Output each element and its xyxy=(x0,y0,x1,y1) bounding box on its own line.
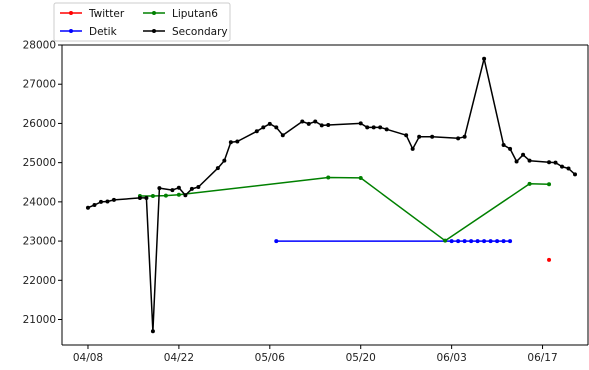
data-point-secondary xyxy=(92,203,97,207)
data-point-liputan6 xyxy=(443,238,448,243)
data-point-detik xyxy=(462,239,467,244)
data-point-secondary xyxy=(111,197,116,202)
data-point-liputan6 xyxy=(326,175,331,180)
series-line-liputan6 xyxy=(139,176,550,242)
data-point-secondary xyxy=(514,159,519,164)
data-point-secondary xyxy=(222,158,227,163)
data-point-liputan6 xyxy=(176,192,181,197)
data-point-liputan6 xyxy=(163,193,168,198)
data-point-secondary xyxy=(306,121,311,126)
data-point-liputan6 xyxy=(150,193,155,198)
data-point-secondary xyxy=(378,125,383,130)
data-point-detik xyxy=(495,239,500,244)
y-tick-label: 23000 xyxy=(23,236,56,248)
data-point-secondary xyxy=(410,146,415,151)
data-point-secondary xyxy=(573,172,578,177)
data-point-secondary xyxy=(417,134,422,139)
x-tick-label: 05/06 xyxy=(255,352,286,364)
data-point-secondary xyxy=(300,119,305,124)
data-point-secondary xyxy=(501,143,506,147)
data-point-secondary xyxy=(521,152,526,157)
data-point-secondary xyxy=(98,199,103,204)
data-point-detik xyxy=(488,239,493,244)
legend: Twitter Detik Liputan6 Secondary xyxy=(53,2,231,42)
data-point-secondary xyxy=(365,125,370,130)
data-point-detik xyxy=(274,239,279,244)
legend-label-detik: Detik xyxy=(89,26,118,38)
data-point-secondary xyxy=(228,140,233,145)
y-tick-label: 22000 xyxy=(23,275,56,287)
data-point-secondary xyxy=(566,166,571,171)
data-point-secondary xyxy=(215,166,220,171)
data-point-secondary xyxy=(404,133,409,138)
data-point-secondary xyxy=(196,184,201,189)
data-point-secondary xyxy=(508,146,513,151)
data-point-secondary xyxy=(319,123,324,128)
x-tick-label: 04/22 xyxy=(164,352,194,364)
data-point-secondary xyxy=(326,123,331,127)
data-point-secondary xyxy=(144,195,149,200)
data-point-detik xyxy=(469,239,474,244)
data-point-secondary xyxy=(267,121,272,126)
data-point-liputan6 xyxy=(527,181,532,186)
data-point-secondary xyxy=(313,119,318,124)
data-point-secondary xyxy=(189,186,194,191)
data-point-detik xyxy=(508,239,513,244)
legend-label-twitter: Twitter xyxy=(88,8,125,20)
y-tick-label: 27000 xyxy=(23,79,56,91)
legend-marker-twitter xyxy=(69,11,73,15)
x-tick-label: 05/20 xyxy=(346,352,376,364)
plot-area: 21000 22000 23000 24000 25000 26000 27000 28000… xyxy=(23,40,589,364)
legend-marker-detik xyxy=(69,29,73,33)
data-point-secondary xyxy=(280,133,285,138)
data-point-secondary xyxy=(482,56,487,61)
y-tick-label: 26000 xyxy=(23,118,56,130)
y-tick-label: 25000 xyxy=(23,157,56,169)
data-point-secondary xyxy=(235,139,240,144)
data-point-secondary xyxy=(274,125,279,130)
data-point-twitter xyxy=(547,257,552,262)
data-point-secondary xyxy=(157,186,162,191)
y-tick-label: 24000 xyxy=(23,196,56,208)
data-point-secondary xyxy=(358,121,363,126)
data-point-secondary xyxy=(456,136,461,141)
legend-frame xyxy=(53,2,231,42)
data-point-secondary xyxy=(553,160,558,165)
data-point-secondary xyxy=(261,125,266,130)
y-tick-label: 21000 xyxy=(23,314,56,326)
data-point-secondary xyxy=(183,193,188,198)
y-tick-label: 28000 xyxy=(23,40,56,52)
data-point-secondary xyxy=(137,195,142,200)
data-point-secondary xyxy=(384,127,389,132)
data-point-secondary xyxy=(462,134,467,139)
data-point-secondary xyxy=(85,205,90,210)
data-point-detik xyxy=(456,239,461,244)
x-tick-label: 04/08 xyxy=(73,352,103,364)
data-point-secondary xyxy=(105,199,110,204)
data-point-liputan6 xyxy=(547,182,552,187)
data-point-detik xyxy=(449,239,454,244)
data-point-secondary xyxy=(150,329,155,334)
legend-label-secondary: Secondary xyxy=(172,26,228,38)
data-point-secondary xyxy=(170,188,175,193)
x-tick-label: 06/03 xyxy=(436,352,466,364)
legend-label-liputan6: Liputan6 xyxy=(172,8,218,20)
data-point-secondary xyxy=(560,164,565,169)
data-point-detik xyxy=(475,239,480,244)
data-point-secondary xyxy=(527,158,532,163)
legend-marker-liputan6 xyxy=(152,11,156,15)
data-point-detik xyxy=(501,239,506,244)
data-point-secondary xyxy=(176,185,181,190)
legend-marker-secondary xyxy=(152,29,156,33)
data-point-secondary xyxy=(371,125,376,130)
data-point-secondary xyxy=(254,129,259,134)
x-tick-label: 06/17 xyxy=(527,352,557,364)
data-point-liputan6 xyxy=(358,175,363,180)
data-point-detik xyxy=(482,239,487,244)
data-point-secondary xyxy=(547,160,552,165)
data-point-secondary xyxy=(430,134,435,139)
